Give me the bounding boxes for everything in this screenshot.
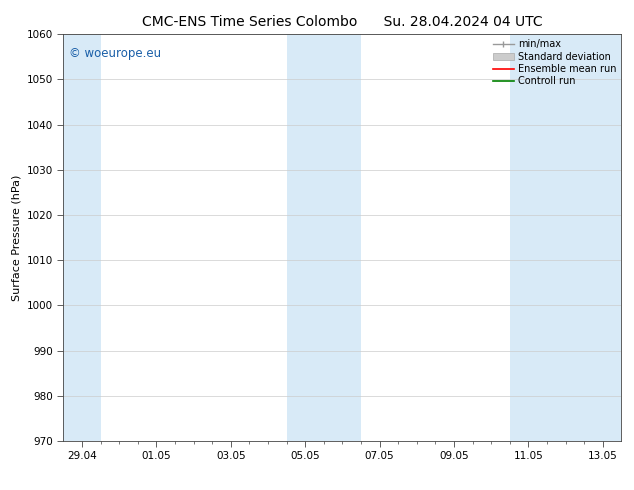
Bar: [287, 34, 361, 441]
Legend: min/max, Standard deviation, Ensemble mean run, Controll run: min/max, Standard deviation, Ensemble me…: [491, 37, 618, 88]
Bar: [510, 34, 621, 441]
Y-axis label: Surface Pressure (hPa): Surface Pressure (hPa): [11, 174, 21, 301]
Text: © woeurope.eu: © woeurope.eu: [69, 47, 161, 59]
Bar: [63, 34, 101, 441]
Title: CMC-ENS Time Series Colombo      Su. 28.04.2024 04 UTC: CMC-ENS Time Series Colombo Su. 28.04.20…: [142, 15, 543, 29]
